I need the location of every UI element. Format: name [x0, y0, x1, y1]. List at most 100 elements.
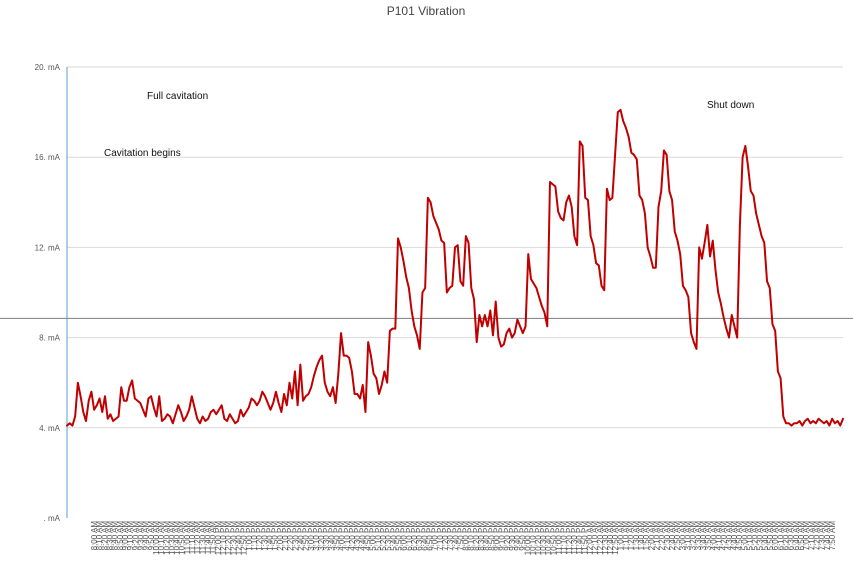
- x-tick-label: 11:30 PM: [570, 521, 579, 555]
- x-tick-label: 7:30 AM: [818, 521, 827, 551]
- x-tick-label: 3:50 PM: [333, 521, 342, 551]
- x-tick-label: 1:20 AM: [627, 521, 636, 551]
- x-tick-label: 9:50 AM: [147, 521, 156, 551]
- x-tick-label: 1:30 PM: [260, 521, 269, 551]
- x-tick-label: 10:00 PM: [524, 521, 533, 556]
- x-tick-label: 4:50 PM: [364, 521, 373, 551]
- x-tick-label: 3:00 PM: [307, 521, 316, 551]
- x-tick-label: 1:00 PM: [245, 521, 254, 551]
- x-tick-label: 12:30 AM: [601, 521, 610, 555]
- x-tick-label: 8:40 AM: [111, 521, 120, 551]
- x-tick-label: 5:50 PM: [394, 521, 403, 551]
- x-tick-label: 7:50 PM: [456, 521, 465, 551]
- chart-title: P101 Vibration: [387, 4, 466, 18]
- y-tick-label: 8. mA: [39, 334, 61, 343]
- x-tick-label: 12:40 AM: [606, 521, 615, 555]
- x-tick-label: 5:30 PM: [384, 521, 393, 551]
- x-tick-label: 1:50 AM: [642, 521, 651, 551]
- x-tick-label: 3:40 AM: [699, 521, 708, 551]
- x-tick-label: 7:20 PM: [441, 521, 450, 551]
- x-tick-label: 2:00 PM: [276, 521, 285, 551]
- x-tick-label: 6:30 PM: [415, 521, 424, 551]
- y-tick-label: 4. mA: [39, 424, 61, 433]
- x-tick-label: 1:00 AM: [616, 521, 625, 551]
- x-tick-label: 5:20 AM: [751, 521, 760, 551]
- x-tick-label: 2:30 PM: [291, 521, 300, 551]
- x-tick-label: 11:10 AM: [188, 521, 197, 555]
- x-tick-label: 6:50 PM: [425, 521, 434, 551]
- x-tick-label: 8:00 PM: [462, 521, 471, 551]
- x-tick-label: 9:00 PM: [493, 521, 502, 551]
- x-tick-label: 3:30 PM: [322, 521, 331, 551]
- x-tick-label: 12:50 PM: [240, 521, 249, 556]
- x-tick-label: 4:00 AM: [709, 521, 718, 551]
- y-axis-ticks: . mA 4. mA 8. mA 12. mA 16. mA 20. mA: [35, 63, 61, 523]
- x-tick-label: 8:30 PM: [477, 521, 486, 551]
- x-tick-label: 12:00 PM: [214, 521, 223, 556]
- x-tick-label: 7:40 AM: [823, 521, 832, 551]
- x-tick-label: 1:30 AM: [632, 521, 641, 551]
- x-tick-label: 9:30 AM: [136, 521, 145, 551]
- x-tick-label: 8:00 AM: [90, 521, 99, 551]
- shut-down-annotation: Shut down: [707, 100, 754, 111]
- x-tick-label: 4:30 PM: [353, 521, 362, 551]
- x-tick-label: 6:50 AM: [797, 521, 806, 551]
- series-line: [66, 108, 844, 427]
- x-tick-label: 7:50 AM: [828, 521, 837, 551]
- x-tick-label: 11:50 AM: [209, 521, 218, 555]
- x-tick-label: 3:10 AM: [683, 521, 692, 551]
- x-tick-label: 1:10 PM: [250, 521, 259, 551]
- x-tick-label: 9:20 PM: [503, 521, 512, 551]
- x-tick-label: 9:40 PM: [513, 521, 522, 551]
- x-tick-label: 5:30 AM: [756, 521, 765, 551]
- x-tick-label: 6:00 PM: [400, 521, 409, 551]
- x-tick-label: 8:20 PM: [472, 521, 481, 551]
- x-tick-label: 7:40 PM: [451, 521, 460, 551]
- x-tick-label: 4:20 AM: [720, 521, 729, 551]
- x-tick-label: 12:20 AM: [596, 521, 605, 555]
- x-tick-label: 5:40 PM: [389, 521, 398, 551]
- cavitation-begins-annotation: Cavitation begins: [104, 148, 181, 159]
- x-tick-label: 10:50 AM: [178, 521, 187, 555]
- x-tick-label: 10:30 PM: [539, 521, 548, 556]
- x-tick-label: 9:30 PM: [508, 521, 517, 551]
- x-tick-label: 4:40 PM: [358, 521, 367, 551]
- x-tick-label: 11:40 AM: [204, 521, 213, 555]
- x-tick-label: 8:50 AM: [116, 521, 125, 551]
- x-tick-label: 11:20 PM: [565, 521, 574, 555]
- x-tick-label: 11:20 AM: [193, 521, 202, 555]
- x-tick-label: 1:40 AM: [637, 521, 646, 551]
- x-tick-label: 8:10 PM: [467, 521, 476, 551]
- x-tick-label: 4:50 AM: [735, 521, 744, 551]
- x-tick-label: 12:10 PM: [219, 521, 228, 556]
- x-tick-label: 11:40 PM: [575, 521, 584, 555]
- x-tick-label: 2:40 PM: [296, 521, 305, 551]
- x-tick-label: 2:20 AM: [658, 521, 667, 551]
- x-tick-label: 3:20 PM: [317, 521, 326, 551]
- x-tick-label: 9:20 AM: [131, 521, 140, 551]
- x-tick-label: 10:30 AM: [167, 521, 176, 555]
- x-tick-label: 5:10 AM: [745, 521, 754, 551]
- x-tick-label: 11:00 AM: [183, 521, 192, 555]
- x-tick-label: 11:10 PM: [560, 521, 569, 555]
- x-tick-label: 5:00 AM: [740, 521, 749, 551]
- x-tick-label: 9:00 AM: [121, 521, 130, 551]
- x-tick-label: 6:10 PM: [405, 521, 414, 551]
- x-tick-label: 3:40 PM: [327, 521, 336, 551]
- y-tick-label: 20. mA: [35, 63, 61, 72]
- x-tick-label: 10:20 PM: [534, 521, 543, 556]
- x-tick-label: 2:00 AM: [647, 521, 656, 551]
- x-tick-label: 2:20 PM: [286, 521, 295, 551]
- x-tick-label: 12:40 PM: [235, 521, 244, 556]
- x-tick-label: 12:30 PM: [229, 521, 238, 556]
- x-tick-label: 2:40 AM: [668, 521, 677, 551]
- x-tick-label: 11:00 PM: [554, 521, 563, 555]
- x-tick-label: 12:10 AM: [591, 521, 600, 555]
- x-tick-label: 8:20 AM: [100, 521, 109, 551]
- x-tick-label: 5:50 AM: [766, 521, 775, 551]
- x-tick-label: 8:40 PM: [482, 521, 491, 551]
- x-tick-label: 7:10 AM: [807, 521, 816, 551]
- x-tick-label: 8:30 AM: [105, 521, 114, 551]
- x-tick-label: 3:30 AM: [694, 521, 703, 551]
- x-tick-label: 1:20 PM: [255, 521, 264, 551]
